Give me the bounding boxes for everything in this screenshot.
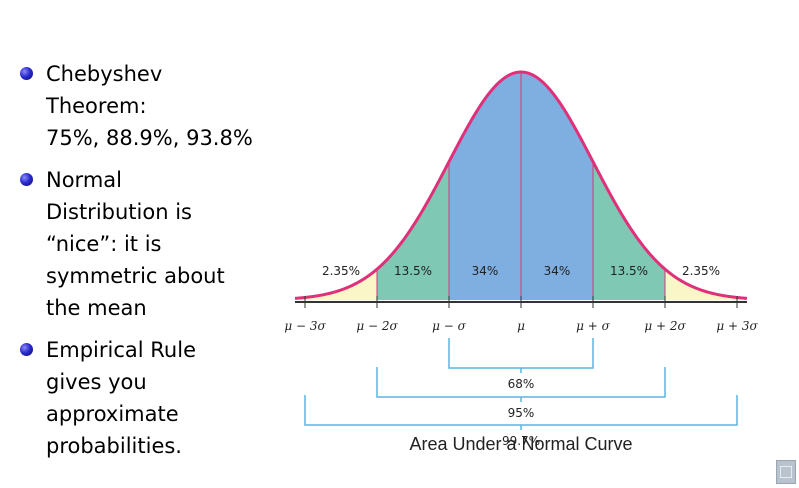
axis-label-minus-3-sigma: μ − 3σ xyxy=(284,319,326,333)
normal-curve-diagram: 2.35% 13.5% 34% 34% 13.5% 2.35% μ − 3σ μ… xyxy=(270,40,770,470)
axis-label-plus-2-sigma: μ + 2σ xyxy=(644,319,686,333)
axis-label-plus-1-sigma: μ + σ xyxy=(576,319,610,333)
region-label-right-center: 34% xyxy=(544,264,571,278)
bullet-dot-icon xyxy=(20,343,33,356)
axis-label-plus-3-sigma: μ + 3σ xyxy=(716,319,758,333)
bullet-chebyshev: Chebyshev Theorem: 75%, 88.9%, 93.8% xyxy=(20,58,280,154)
bullet-line: Distribution is xyxy=(46,196,280,228)
bullet-line: Theorem: xyxy=(46,90,280,122)
bullet-line: Empirical Rule xyxy=(46,334,280,366)
bullet-line: Chebyshev xyxy=(46,58,280,90)
region-label-right-tail: 2.35% xyxy=(682,264,720,278)
bullet-normal-distribution: Normal Distribution is “nice”: it is sym… xyxy=(20,164,280,324)
figure-caption: Area Under a Normal Curve xyxy=(409,434,632,454)
region-label-right-second: 13.5% xyxy=(610,264,648,278)
bullet-dot-icon xyxy=(20,173,33,186)
bullet-line: the mean xyxy=(46,292,280,324)
bracket-label-95: 95% xyxy=(508,406,535,420)
bullet-line: symmetric about xyxy=(46,260,280,292)
bullet-line: Normal xyxy=(46,164,280,196)
region-label-left-second: 13.5% xyxy=(394,264,432,278)
slide-nav-icon[interactable] xyxy=(776,460,796,484)
bullet-line: approximate xyxy=(46,398,280,430)
bullet-dot-icon xyxy=(20,67,33,80)
bullet-list: Chebyshev Theorem: 75%, 88.9%, 93.8% Nor… xyxy=(20,58,280,472)
normal-curve-figure: 2.35% 13.5% 34% 34% 13.5% 2.35% μ − 3σ μ… xyxy=(270,40,770,470)
bracket-line xyxy=(449,338,593,368)
bracket-label-68: 68% xyxy=(508,377,535,391)
bullet-line: “nice”: it is xyxy=(46,228,280,260)
region-label-left-center: 34% xyxy=(472,264,499,278)
bullet-line: 75%, 88.9%, 93.8% xyxy=(46,122,280,154)
axis-label-mu: μ xyxy=(517,319,525,333)
region-label-left-tail: 2.35% xyxy=(322,264,360,278)
bullet-empirical-rule: Empirical Rule gives you approximate pro… xyxy=(20,334,280,462)
slide-nav-icon-inner xyxy=(780,466,792,478)
bullet-line: probabilities. xyxy=(46,430,280,462)
bullet-line: gives you xyxy=(46,366,280,398)
axis-label-minus-1-sigma: μ − σ xyxy=(432,319,466,333)
axis-label-minus-2-sigma: μ − 2σ xyxy=(356,319,398,333)
